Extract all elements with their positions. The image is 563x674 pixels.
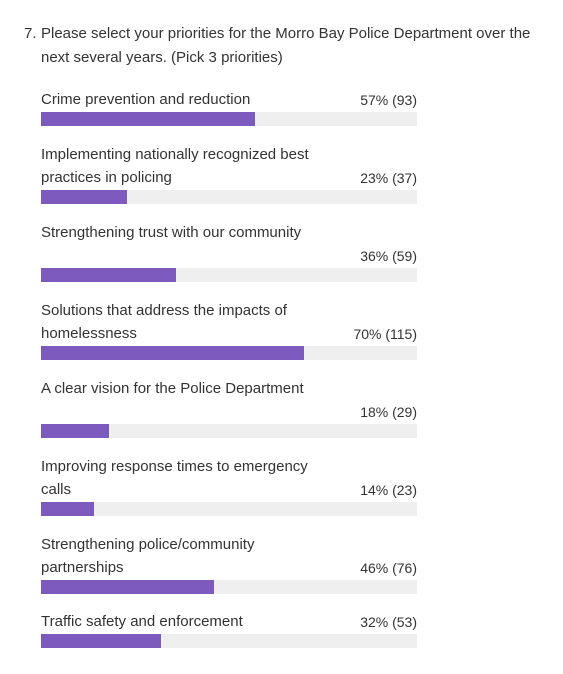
progress-track <box>41 634 417 648</box>
progress-fill <box>41 502 94 516</box>
option-stat: 32% (53) <box>360 614 417 630</box>
option-item: A clear vision for the Police Department… <box>41 377 417 441</box>
option-stat: 46% (76) <box>360 560 417 576</box>
progress-fill <box>41 634 161 648</box>
progress-track <box>41 424 417 438</box>
progress-track <box>41 346 417 360</box>
option-item: Improving response times to emergency ca… <box>41 455 417 519</box>
option-label: A clear vision for the Police Department <box>41 380 304 397</box>
option-item: Implementing nationally recognized best … <box>41 143 417 207</box>
progress-fill <box>41 346 304 360</box>
option-label: Implementing nationally recognized best … <box>41 146 309 186</box>
option-label: Improving response times to emergency ca… <box>41 458 308 498</box>
option-item: Strengthening police/community partnersh… <box>41 533 417 597</box>
option-label: Strengthening trust with our community <box>41 224 302 241</box>
progress-track <box>41 502 417 516</box>
progress-fill <box>41 112 255 126</box>
option-stat: 14% (23) <box>360 482 417 498</box>
progress-fill <box>41 268 176 282</box>
option-stat: 18% (29) <box>360 404 417 420</box>
option-item: Traffic safety and enforcement 32% (53) <box>41 610 417 650</box>
option-item: Crime prevention and reduction 57% (93) <box>41 88 417 128</box>
option-stat: 57% (93) <box>360 92 417 108</box>
option-stat: 23% (37) <box>360 170 417 186</box>
question-number: 7. <box>24 25 37 42</box>
progress-track <box>41 190 417 204</box>
option-label: Strengthening police/community partnersh… <box>41 536 255 576</box>
progress-track <box>41 580 417 594</box>
option-item: Strengthening trust with our community 3… <box>41 221 417 285</box>
option-label: Solutions that address the impacts of ho… <box>41 302 287 342</box>
option-label: Traffic safety and enforcement <box>41 613 243 630</box>
progress-track <box>41 268 417 282</box>
progress-fill <box>41 580 214 594</box>
progress-fill <box>41 424 109 438</box>
option-stat: 36% (59) <box>360 248 417 264</box>
question-text: Please select your priorities for the Mo… <box>41 25 531 66</box>
progress-fill <box>41 190 127 204</box>
option-label: Crime prevention and reduction <box>41 91 251 108</box>
progress-track <box>41 112 417 126</box>
option-stat: 70% (115) <box>353 326 417 342</box>
option-item: Solutions that address the impacts of ho… <box>41 299 417 363</box>
